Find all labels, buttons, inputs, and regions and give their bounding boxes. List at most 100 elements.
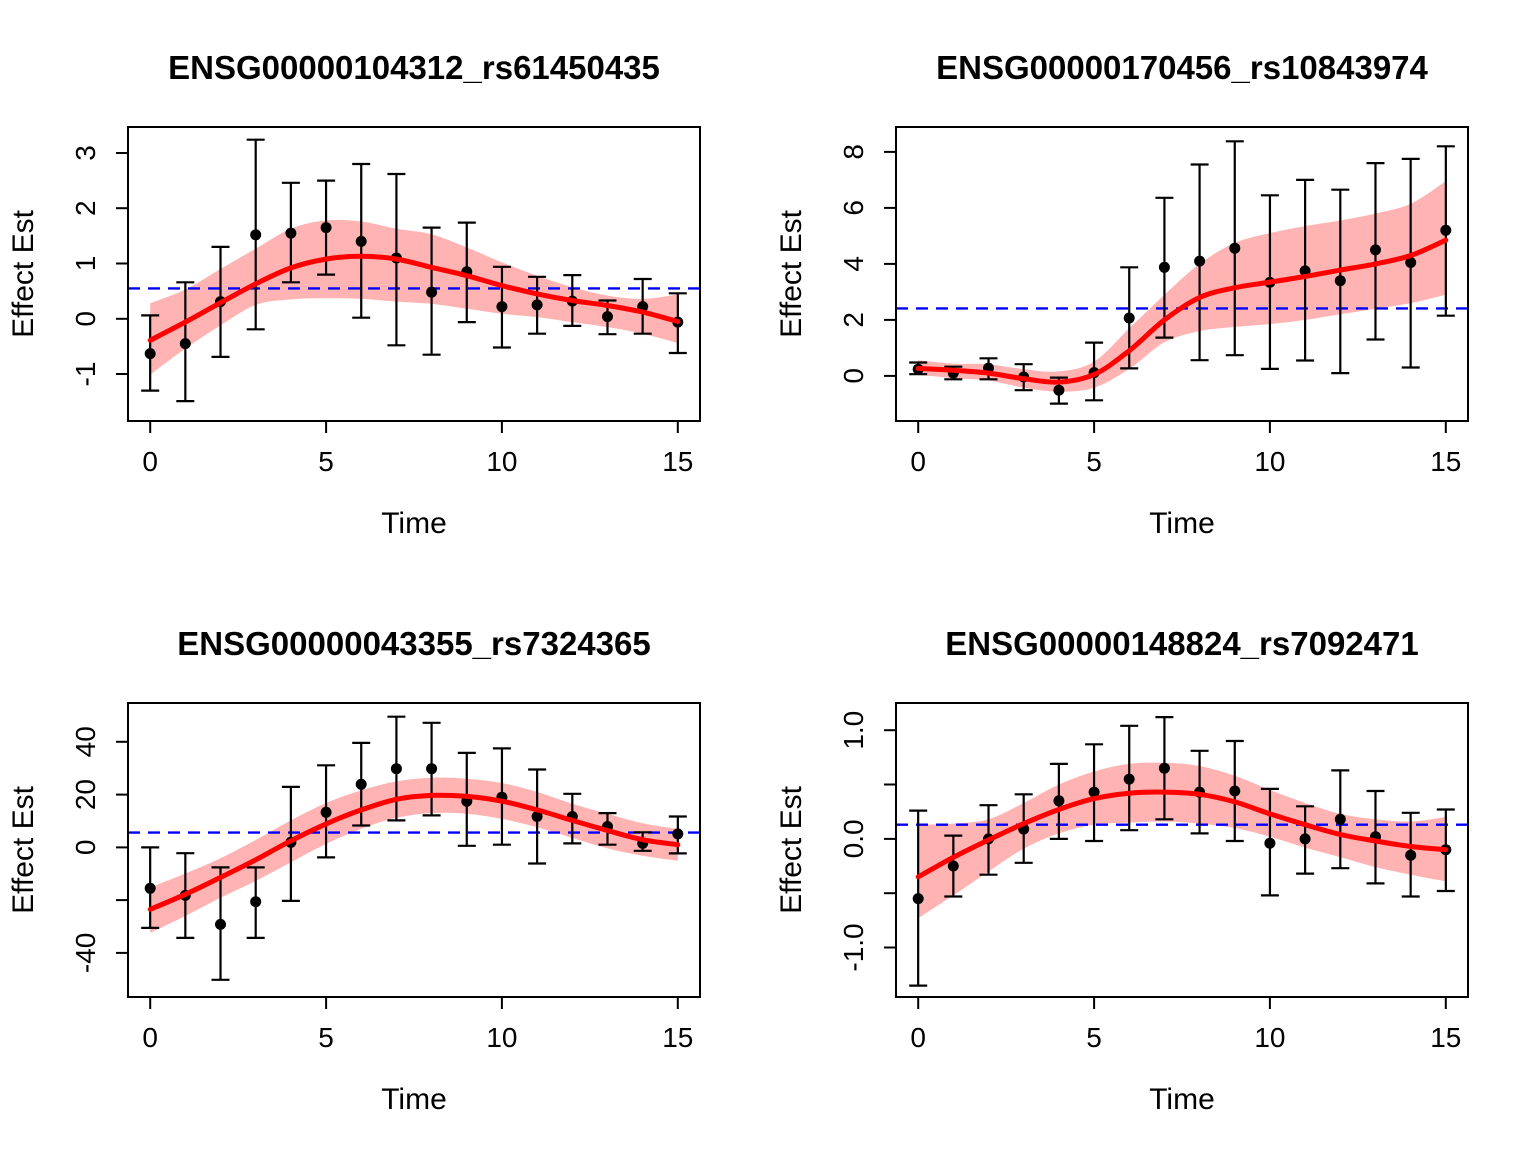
confidence-band: [918, 762, 1446, 919]
data-point: [426, 286, 438, 298]
data-point: [1440, 224, 1452, 236]
data-point: [355, 778, 367, 790]
plot-box: [127, 126, 701, 422]
chart-ensg00000170456: ENSG00000170456_rs10843974 0 5 10 15 0 2 4 6 8 T…: [775, 49, 1469, 540]
data-point: [1194, 255, 1206, 267]
x-tick-label: 10: [1254, 1022, 1285, 1053]
data-point: [1123, 773, 1135, 785]
x-tick-label: 5: [1086, 1022, 1102, 1053]
data-point: [250, 229, 262, 241]
y-tick-label: 1.0: [838, 711, 869, 750]
y-tick-label: 0: [838, 368, 869, 384]
data-point: [1229, 242, 1241, 254]
plot-area: 0 5 10 15 -1.0 0.0 1.0: [838, 702, 1469, 1053]
y-axis-title: Effect Est: [775, 785, 808, 914]
x-axis-title: Time: [1149, 1083, 1215, 1116]
chart-ensg00000104312: ENSG00000104312_rs61450435 0 5 10 15-10123 …: [7, 49, 701, 540]
x-tick-label: 0: [142, 446, 158, 477]
data-point: [179, 338, 191, 350]
y-tick-label: 4: [838, 256, 869, 272]
confidence-band: [918, 181, 1446, 392]
x-tick-label: 10: [486, 446, 517, 477]
x-tick-label: 15: [1430, 1022, 1461, 1053]
confidence-band: [150, 777, 678, 933]
data-point: [531, 299, 543, 311]
x-tick-label: 0: [910, 1022, 926, 1053]
plot-box: [127, 702, 701, 998]
data-point: [947, 860, 959, 872]
data-point: [215, 918, 226, 930]
data-point: [1158, 261, 1170, 273]
y-tick-label: 8: [838, 144, 869, 160]
fit-line: [915, 237, 1449, 385]
chart-title: ENSG00000104312_rs61450435: [168, 49, 660, 86]
data-point: [1299, 833, 1311, 845]
data-point: [672, 828, 684, 840]
y-tick-label: 0.0: [838, 819, 869, 858]
y-tick-label: 20: [70, 779, 101, 810]
data-point: [320, 222, 332, 234]
x-tick-label: 5: [318, 1022, 334, 1053]
panel-top-right: ENSG00000170456_rs10843974 0 5 10 15 0 2 4 6 8 T…: [768, 0, 1536, 576]
x-tick-label: 0: [142, 1022, 158, 1053]
chart-title: ENSG00000170456_rs10843974: [936, 49, 1428, 86]
x-tick-label: 0: [910, 446, 926, 477]
confidence-band: [150, 219, 678, 375]
data-point: [1123, 312, 1135, 324]
y-tick-label: 3: [70, 145, 101, 161]
y-tick-label: 1: [70, 256, 101, 272]
data-point: [1053, 795, 1065, 807]
data-point: [1088, 786, 1100, 798]
y-axis-title: Effect Est: [7, 785, 40, 914]
chart-title: ENSG00000043355_rs7324365: [177, 625, 650, 662]
data-point: [1229, 785, 1241, 797]
data-point: [1158, 762, 1170, 774]
y-tick-label: 0: [70, 840, 101, 856]
data-point: [531, 811, 543, 822]
y-tick-label: 0: [70, 311, 101, 327]
x-axis-title: Time: [1149, 507, 1215, 540]
x-tick-label: 10: [486, 1022, 517, 1053]
data-point: [912, 893, 924, 905]
chart-title: ENSG00000148824_rs7092471: [945, 625, 1418, 662]
y-tick-label: 2: [838, 312, 869, 328]
data-point: [426, 763, 438, 775]
data-point: [390, 763, 402, 775]
y-tick-label: 2: [70, 200, 101, 216]
x-axis-title: Time: [381, 1083, 447, 1116]
plot-box: [895, 126, 1469, 422]
y-axis-title: Effect Est: [7, 209, 40, 338]
y-axis-title: Effect Est: [775, 209, 808, 338]
fit-line: [147, 792, 681, 912]
y-tick-label: 6: [838, 200, 869, 216]
data-point: [1334, 813, 1346, 825]
data-point: [144, 348, 156, 360]
data-point: [1053, 384, 1065, 396]
panel-bottom-left: ENSG00000043355_rs7324365 0 5 10 15 -40 0 20 40…: [0, 576, 768, 1152]
data-point: [1405, 849, 1417, 861]
x-tick-label: 15: [662, 446, 693, 477]
plot-area: 0 5 10 15 0 2 4 6 8: [838, 126, 1469, 477]
chart-ensg00000043355: ENSG00000043355_rs7324365 0 5 10 15 -40 0 20 40…: [7, 625, 701, 1116]
data-point: [1264, 837, 1276, 849]
data-point: [285, 227, 297, 239]
plot-area: 0 5 10 15 -40 0 20 40: [70, 702, 701, 1053]
fit-line: [147, 253, 681, 343]
data-point: [355, 235, 367, 247]
x-tick-label: 5: [1086, 446, 1102, 477]
data-point: [496, 301, 508, 313]
x-tick-label: 5: [318, 446, 334, 477]
data-point: [250, 896, 262, 908]
y-tick-label: -40: [70, 933, 101, 973]
plot-box: [895, 702, 1469, 998]
x-axis-title: Time: [381, 507, 447, 540]
panel-top-left: ENSG00000104312_rs61450435 0 5 10 15 -1 0 1 2 3 …: [0, 0, 768, 576]
data-point: [1405, 257, 1417, 268]
x-tick-label: 10: [1254, 446, 1285, 477]
y-tick-label: 40: [70, 726, 101, 757]
x-tick-label: 15: [1430, 446, 1461, 477]
chart-ensg00000148824: ENSG00000148824_rs7092471 0 5 10 15 -1.0 0.0 1…: [775, 625, 1469, 1116]
y-tick-label: -1: [70, 362, 101, 387]
data-point: [1370, 244, 1381, 256]
